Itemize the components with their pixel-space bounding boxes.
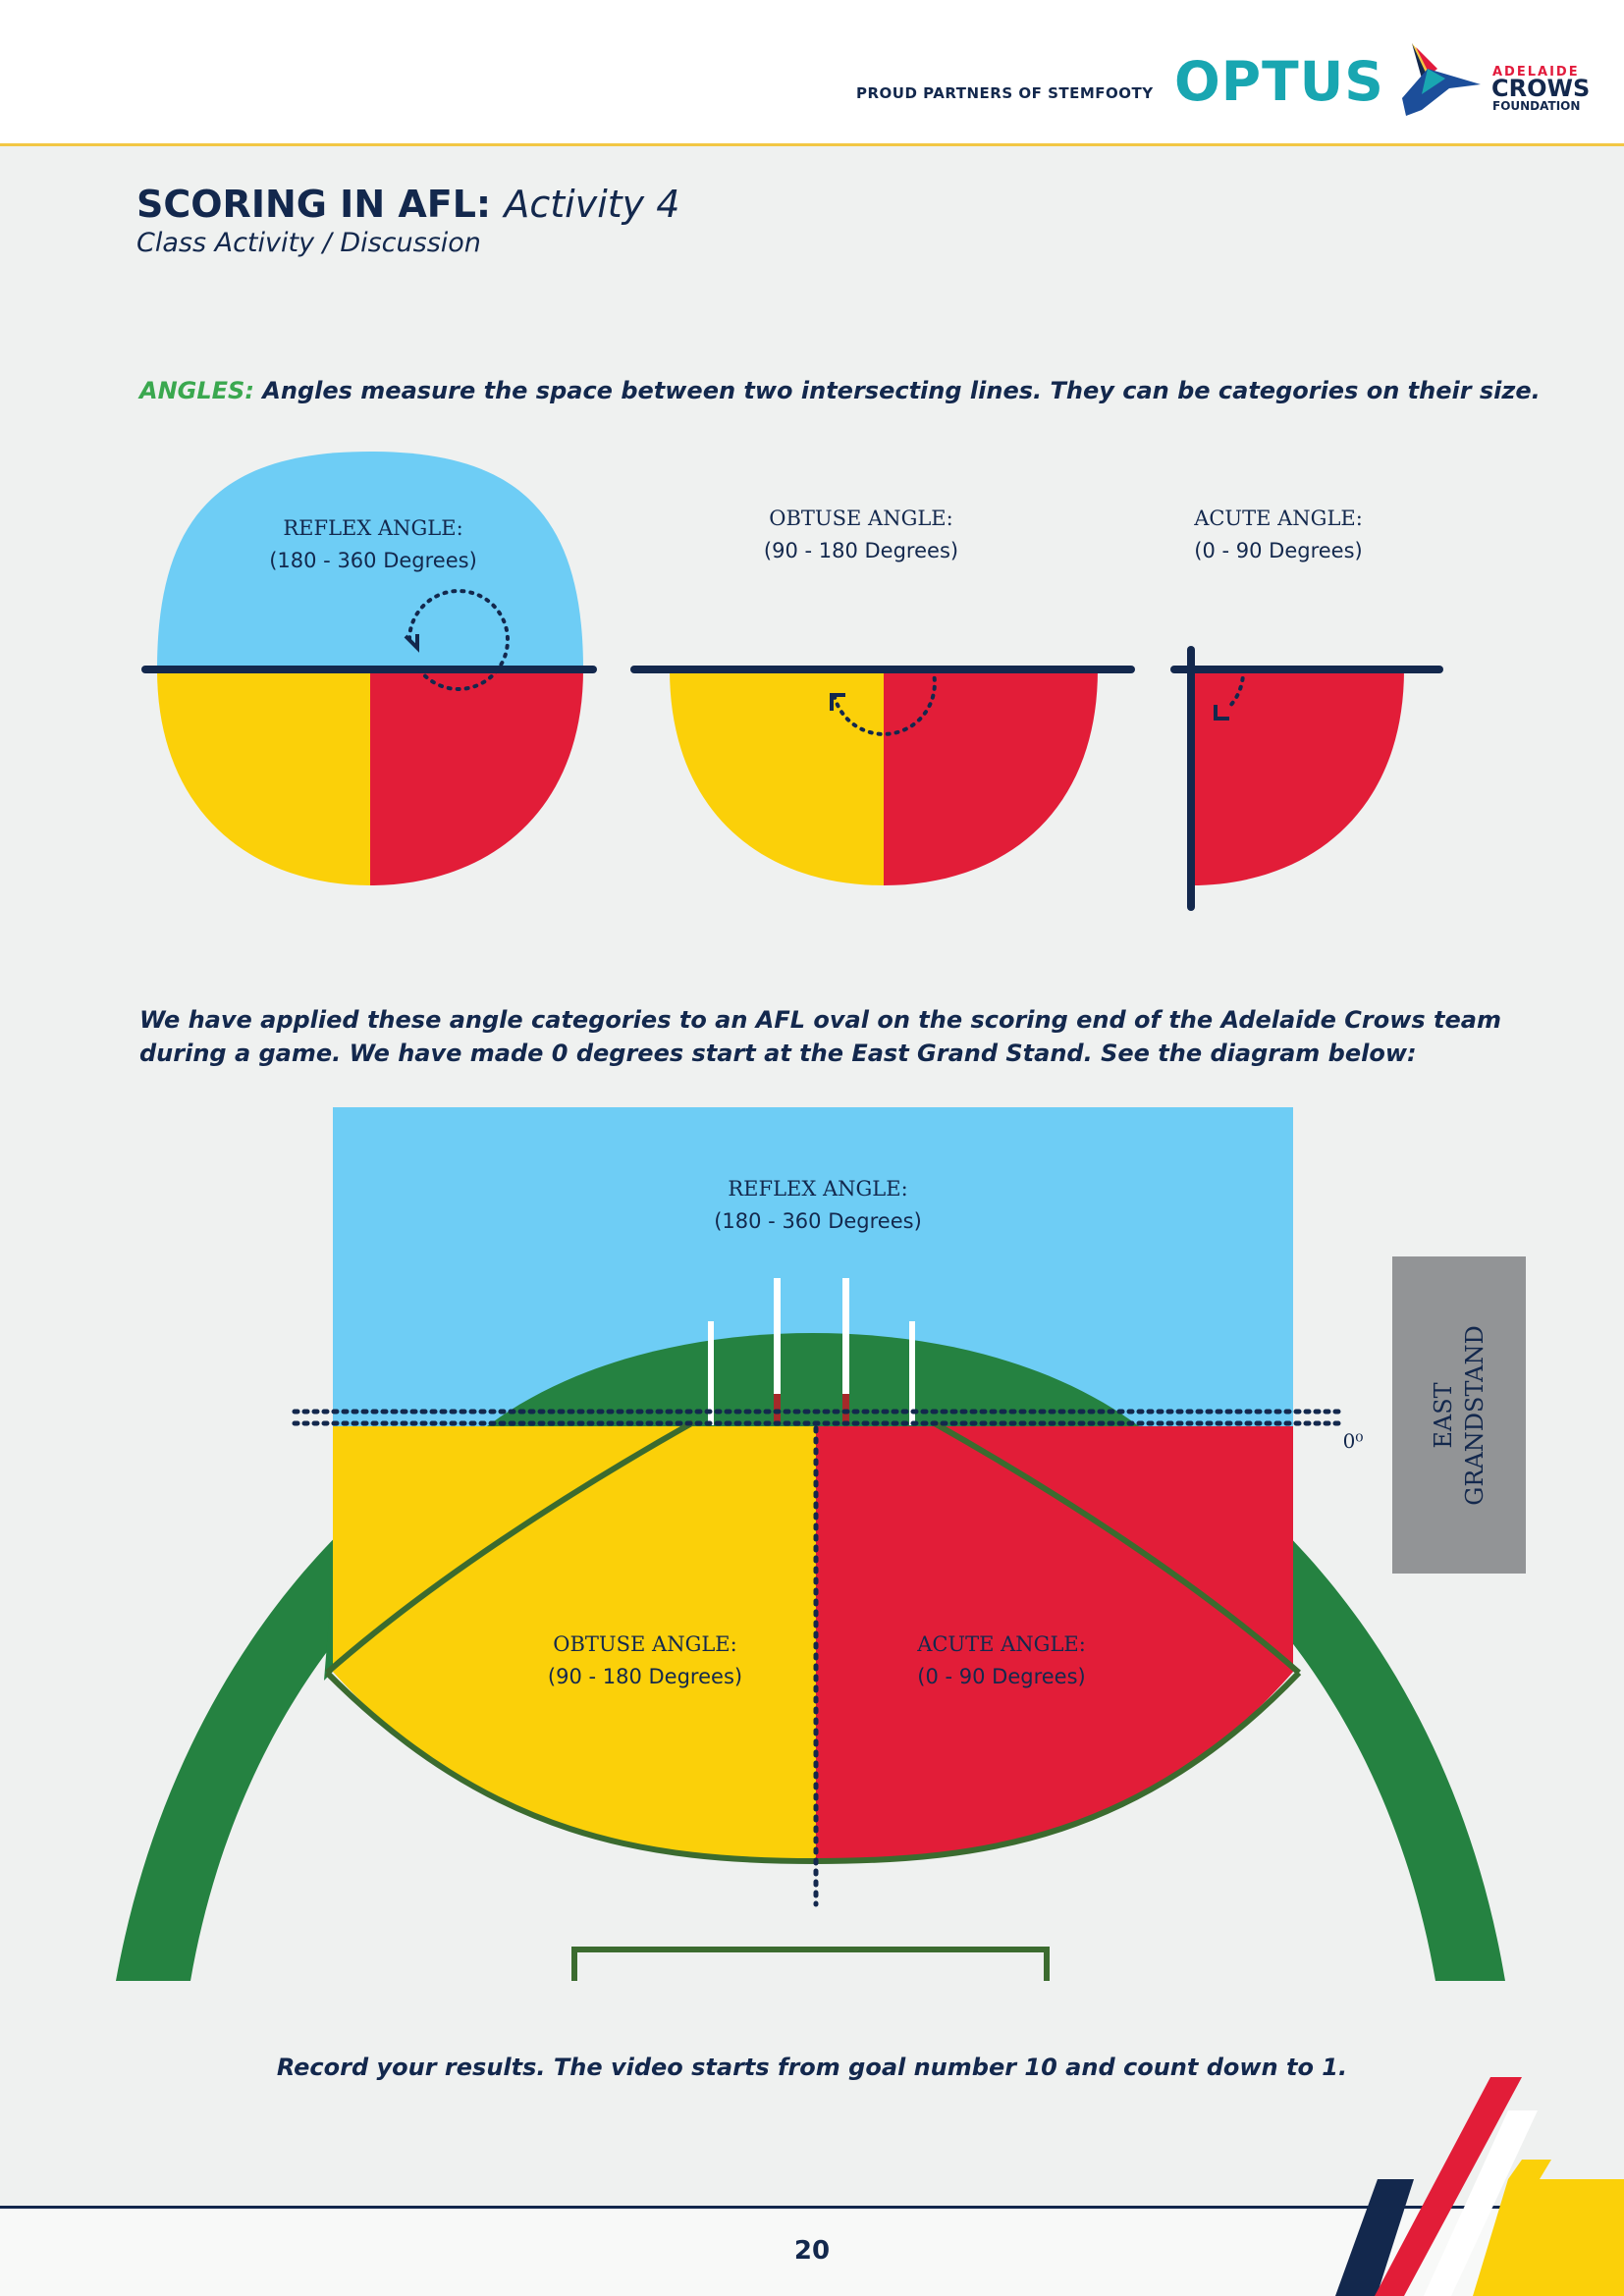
d2-obtuse-name: OBTUSE ANGLE: <box>553 1632 736 1656</box>
d2-acute-range: (0 - 90 Degrees) <box>917 1665 1085 1688</box>
east-grandstand-line2: GRANDSTAND <box>1461 1325 1489 1506</box>
zero-degree-label: 0⁰ <box>1343 1429 1364 1453</box>
d1-acute-range: (0 - 90 Degrees) <box>1194 539 1362 562</box>
d1-obtuse-name: OBTUSE ANGLE: <box>769 507 952 530</box>
afl-oval-diagram: EAST GRANDSTAND 0⁰ REFLEX ANGLE: (180 - … <box>116 1107 1526 1981</box>
east-grandstand-box <box>1392 1256 1526 1574</box>
d1-acute-name: ACUTE ANGLE: <box>1193 507 1363 530</box>
goal-square <box>571 1947 1050 1981</box>
title-activity: Activity 4 <box>504 183 680 226</box>
footer-stripes-graphic <box>1335 2077 1624 2296</box>
d1-obtuse-range: (90 - 180 Degrees) <box>764 539 958 562</box>
page-number: 20 <box>793 2236 831 2266</box>
page-header: PROUD PARTNERS OF STEMFOOTY OPTUS ADELAI… <box>0 0 1624 146</box>
crows-line3: FOUNDATION <box>1492 99 1581 113</box>
record-instructions: Record your results. The video starts fr… <box>276 2054 1348 2081</box>
oval-description: We have applied these angle categories t… <box>139 1006 1501 1067</box>
crows-line1: ADELAIDE <box>1492 65 1580 80</box>
d2-obtuse-range: (90 - 180 Degrees) <box>548 1665 742 1688</box>
angle-types-diagram: REFLEX ANGLE: (180 - 360 Degrees) OBTUSE… <box>141 452 1443 911</box>
angles-text: Angles measure the space between two int… <box>262 377 1541 404</box>
d2-reflex-name: REFLEX ANGLE: <box>728 1177 907 1201</box>
partners-text: PROUD PARTNERS OF STEMFOOTY <box>856 84 1154 102</box>
reflex-angle-figure <box>141 452 597 885</box>
d1-reflex-name: REFLEX ANGLE: <box>283 516 462 540</box>
obtuse-angle-figure <box>630 666 1135 885</box>
angles-definition: ANGLES: Angles measure the space between… <box>139 377 1541 404</box>
d2-reflex-range: (180 - 360 Degrees) <box>714 1209 922 1233</box>
acute-angle-figure <box>1170 646 1443 911</box>
page-subtitle: Class Activity / Discussion <box>136 228 481 258</box>
angles-key: ANGLES: <box>139 377 254 404</box>
page-title: SCORING IN AFL: Activity 4 <box>136 183 679 226</box>
footer-divider <box>0 2206 1624 2209</box>
east-grandstand-line1: EAST <box>1430 1382 1457 1448</box>
title-main: SCORING IN AFL: <box>136 183 492 226</box>
d2-acute-name: ACUTE ANGLE: <box>916 1632 1086 1656</box>
d1-reflex-range: (180 - 360 Degrees) <box>269 549 477 572</box>
optus-logo: OPTUS <box>1174 50 1384 113</box>
crows-bird-icon <box>1402 43 1481 116</box>
crows-line2: CROWS <box>1491 75 1591 102</box>
